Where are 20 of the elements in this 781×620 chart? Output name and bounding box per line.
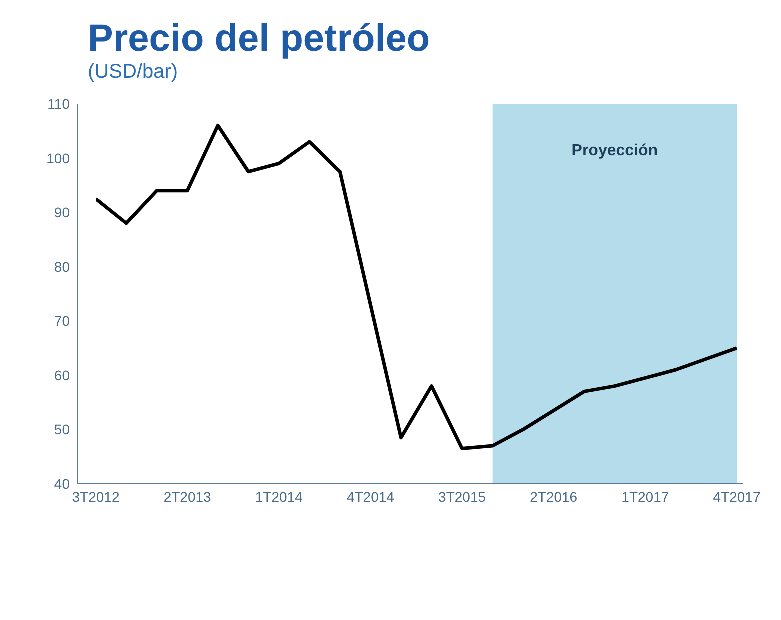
x-tick-label: 4T2014: [346, 488, 395, 505]
y-tick-label: 80: [54, 258, 70, 275]
chart-title: Precio del petróleo: [88, 18, 432, 60]
y-tick-label: 100: [46, 150, 70, 166]
x-tick-label: 3T2012: [72, 488, 120, 505]
x-tick-label: 4T2017: [713, 488, 761, 505]
x-tick-label: 3T2015: [438, 488, 486, 505]
x-tick-label: 1T2014: [255, 488, 304, 505]
y-tick-label: 110: [48, 96, 70, 112]
line-series: [96, 124, 737, 450]
x-tick-label: 2T2016: [530, 488, 578, 505]
y-tick-label: 40: [54, 476, 70, 492]
chart-subtitle: (USD/bar): [88, 60, 180, 84]
y-tick-label: 60: [54, 367, 70, 384]
annotation: Proyección: [572, 142, 658, 160]
y-tick-label: 50: [54, 422, 70, 438]
x-tick-label: 2T2013: [164, 488, 212, 505]
y-tick-label: 90: [54, 204, 70, 221]
x-tick-label: 1T2017: [622, 488, 670, 505]
y-tick-label: 70: [54, 313, 70, 330]
